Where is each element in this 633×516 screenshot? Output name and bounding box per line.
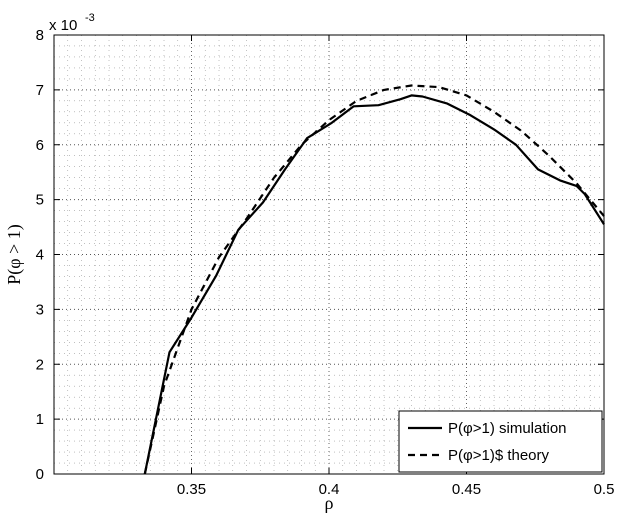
- legend: P(φ>1) simulation P(φ>1)$ theory: [399, 411, 602, 472]
- x-tick-label: 0.35: [177, 481, 206, 498]
- y-tick-label: 2: [36, 356, 44, 373]
- grid-lines: [54, 35, 604, 474]
- y-tick-label: 6: [36, 137, 44, 154]
- legend-label-simulation: P(φ>1) simulation: [448, 420, 567, 437]
- x-tick-label: 0.45: [452, 481, 481, 498]
- y-exponent-power: -3: [85, 12, 95, 24]
- y-tick-label: 3: [36, 301, 44, 318]
- y-tick-label: 1: [36, 411, 44, 428]
- y-exponent-label: x 10: [49, 17, 77, 34]
- y-tick-label: 5: [36, 192, 44, 209]
- legend-label-theory: P(φ>1)$ theory: [448, 447, 550, 464]
- y-tick-label: 7: [36, 82, 44, 99]
- x-axis-label: ρ: [325, 493, 334, 513]
- y-tick-label: 0: [36, 466, 44, 483]
- y-tick-label: 4: [36, 247, 44, 264]
- x-tick-label: 0.5: [594, 481, 615, 498]
- y-axis-label: P(φ > 1): [4, 224, 25, 285]
- y-tick-label: 8: [36, 27, 44, 44]
